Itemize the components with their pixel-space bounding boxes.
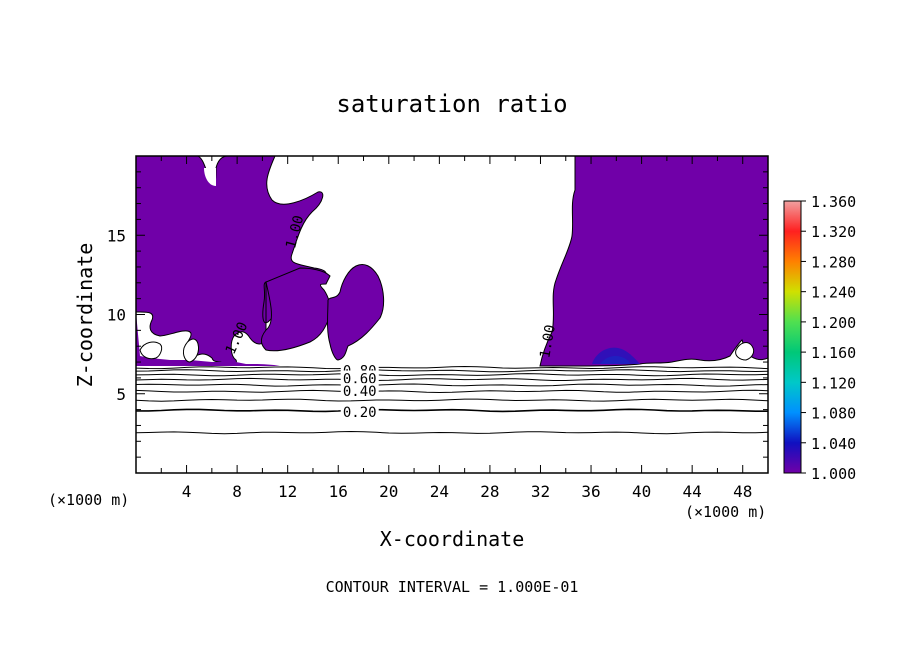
contour-line bbox=[136, 430, 768, 435]
contour-interval-footer: CONTOUR INTERVAL = 1.000E-01 bbox=[326, 578, 579, 596]
y-tick-label: 10 bbox=[107, 306, 126, 325]
y-axis-ticks: 5 10 15 bbox=[107, 171, 768, 458]
x-tick-label: 48 bbox=[733, 482, 752, 501]
contour-line bbox=[136, 398, 768, 402]
colorbar-label: 1.320 bbox=[811, 223, 856, 241]
x-tick-label: 24 bbox=[430, 482, 449, 501]
x-tick-label: 4 bbox=[182, 482, 192, 501]
contour-line bbox=[136, 377, 768, 382]
colorbar: 1.360 1.320 1.280 1.240 1.200 1.160 1.120 1.080… bbox=[783, 193, 856, 483]
colorbar-label: 1.200 bbox=[811, 314, 856, 332]
colorbar-label: 1.120 bbox=[811, 374, 856, 392]
x-tick-label: 32 bbox=[531, 482, 550, 501]
colorbar-label: 1.160 bbox=[811, 344, 856, 362]
contour-line bbox=[136, 369, 768, 373]
contour-label: 0.20 bbox=[343, 405, 377, 421]
plot-area: 1.001.001.000.800.600.400.20 48121620242… bbox=[107, 155, 769, 501]
contour-label-bg bbox=[340, 403, 379, 418]
colorbar-label: 1.280 bbox=[811, 253, 856, 271]
contour-label-bg bbox=[340, 370, 379, 385]
unsaturated-notch-right bbox=[735, 342, 755, 361]
x-tick-label: 16 bbox=[329, 482, 348, 501]
x-unit-right: (×1000 m) bbox=[685, 503, 766, 521]
colorbar-label: 1.360 bbox=[811, 193, 856, 211]
contour-label-bg bbox=[340, 383, 379, 398]
x-unit-left: (×1000 m) bbox=[48, 491, 129, 509]
colorbar-label: 1.080 bbox=[811, 405, 856, 423]
unsaturated-notch-mid bbox=[183, 338, 199, 363]
saturated-region-upper bbox=[204, 168, 216, 186]
supersaturated-blob bbox=[592, 347, 640, 364]
x-axis-label: X-coordinate bbox=[380, 527, 525, 551]
contour-line bbox=[136, 408, 768, 413]
colorbar-label: 1.040 bbox=[811, 435, 856, 453]
y-tick-label: 15 bbox=[107, 226, 126, 245]
y-tick-label: 5 bbox=[116, 385, 126, 404]
y-axis-label: Z-coordinate bbox=[73, 243, 97, 388]
x-tick-label: 28 bbox=[480, 482, 499, 501]
x-tick-label: 12 bbox=[278, 482, 297, 501]
colorbar-label: 1.240 bbox=[811, 284, 856, 302]
colorbar-label: 1.000 bbox=[811, 465, 856, 483]
contour-label: 0.40 bbox=[343, 384, 377, 400]
saturated-region-mid bbox=[260, 267, 331, 352]
x-tick-label: 20 bbox=[379, 482, 398, 501]
supersaturated-blob-core bbox=[600, 356, 630, 364]
unsaturated-notch-left bbox=[139, 341, 163, 360]
contour-lines bbox=[136, 365, 768, 435]
x-tick-label: 36 bbox=[581, 482, 600, 501]
x-tick-label: 44 bbox=[683, 482, 702, 501]
contour-line bbox=[136, 389, 768, 394]
x-axis-ticks: 4 8 12 16 20 24 28 32 36 40 44 48 bbox=[160, 156, 769, 501]
contour-line bbox=[136, 373, 768, 377]
saturated-region-finger bbox=[327, 263, 385, 361]
colorbar-bar bbox=[783, 200, 802, 474]
x-tick-label: 8 bbox=[232, 482, 242, 501]
chart-title: saturation ratio bbox=[336, 90, 567, 118]
saturated-region-right bbox=[539, 156, 768, 367]
contour-line bbox=[136, 383, 768, 387]
contour-line bbox=[136, 365, 768, 370]
saturated-edge-left-strip bbox=[136, 312, 280, 366]
contour-label: 1.00 bbox=[537, 323, 559, 359]
saturated-region-left bbox=[136, 156, 327, 366]
x-tick-label: 40 bbox=[632, 482, 651, 501]
